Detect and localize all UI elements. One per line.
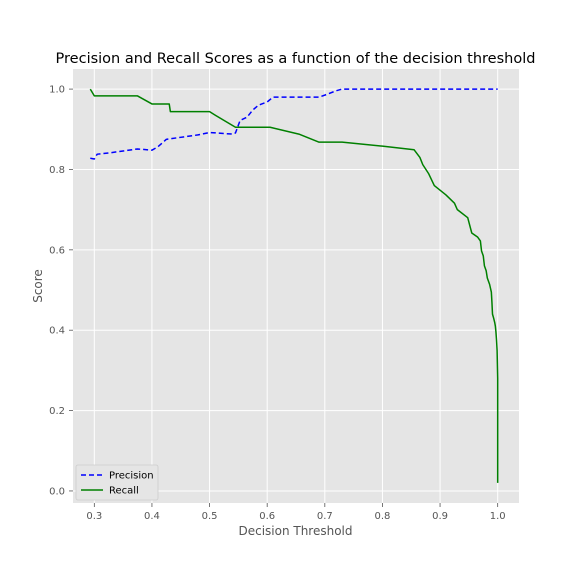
y-tick-label: 0.4 [49,326,65,337]
chart-title: Precision and Recall Scores as a functio… [56,51,536,67]
y-tick-label: 0.6 [49,245,65,256]
y-axis-title: Score [31,269,45,303]
y-tick-label: 0.8 [49,165,65,176]
x-tick-label: 1.0 [490,511,506,522]
series-line-precision [90,88,498,160]
series-line-recall [89,88,499,483]
x-axis: 0.3 0.4 0.5 0.6 0.7 0.8 0.9 1.0 [86,503,506,522]
x-tick-label: 0.4 [144,511,160,522]
series-layer [89,88,499,483]
x-tick-label: 0.3 [86,511,102,522]
x-axis-title: Decision Threshold [238,524,352,538]
legend-label-recall: Recall [109,486,139,497]
y-tick-label: 1.0 [49,85,65,96]
legend: Precision Recall [75,464,159,501]
x-tick-label: 0.6 [259,511,275,522]
y-axis: 0.0 0.2 0.4 0.6 0.8 1.0 [49,85,73,497]
legend-box [75,464,159,501]
y-tick-label: 0.0 [49,486,65,497]
y-tick-label: 0.2 [49,406,65,417]
legend-label-precision: Precision [109,471,154,482]
x-tick-label: 0.8 [374,511,390,522]
x-tick-label: 0.7 [317,511,333,522]
plot-area [73,69,519,503]
x-tick-label: 0.5 [202,511,218,522]
x-tick-label: 0.9 [432,511,448,522]
